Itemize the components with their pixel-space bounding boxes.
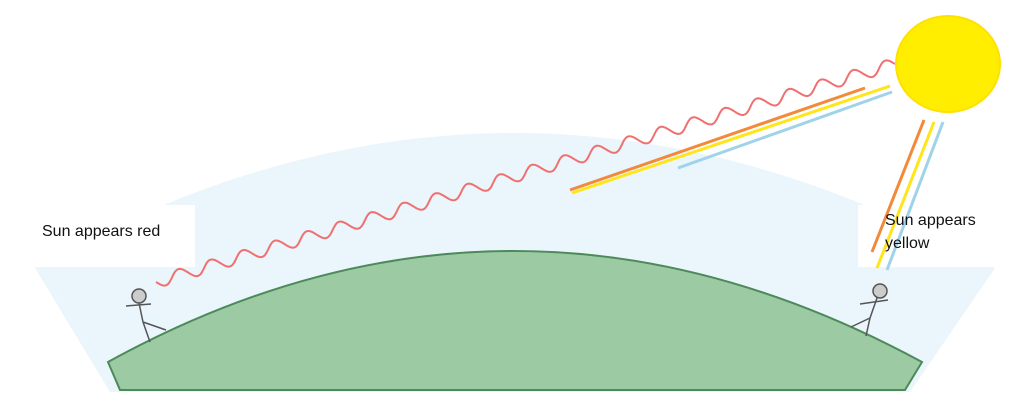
earth — [106, 250, 924, 391]
right-observer-head — [872, 283, 888, 299]
long-ray-orange — [569, 86, 866, 192]
red-light-wave — [155, 59, 896, 287]
left-observer-head — [131, 288, 147, 304]
left-label-box — [30, 205, 195, 267]
long-ray-blue — [677, 90, 893, 170]
short-ray-yellow — [875, 121, 936, 269]
long-ray-yellow — [571, 84, 891, 195]
short-ray-orange — [870, 119, 926, 253]
left-observer-figure — [125, 288, 167, 343]
right-observer-figure — [850, 283, 889, 337]
left-observer-label: Sun appears red — [42, 223, 160, 240]
right-observer-label-line2: yellow — [885, 235, 930, 252]
right-observer-label-line1: Sun appears — [885, 212, 976, 229]
sun — [895, 15, 1001, 113]
short-ray-blue — [885, 121, 945, 271]
